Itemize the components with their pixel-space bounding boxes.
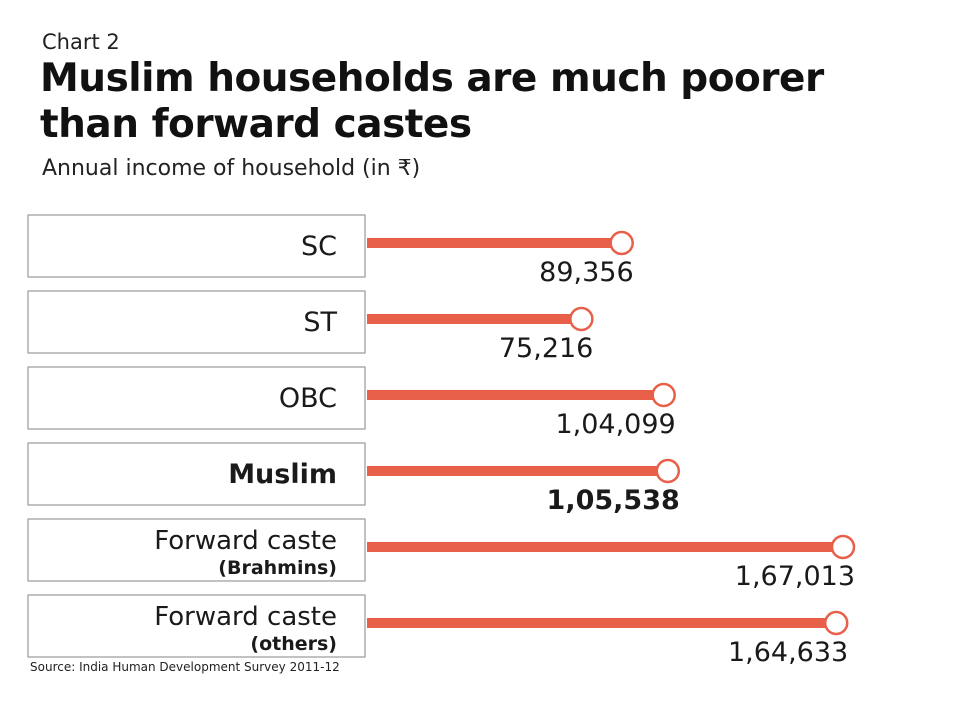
chart-title: Muslim households are much poorer than f… [40,56,824,147]
source-note: Source: India Human Development Survey 2… [30,660,340,674]
category-label: SC [301,231,337,262]
bar-end-marker [655,458,681,484]
category-box [27,366,366,430]
value-label: 1,05,538 [547,485,680,516]
chart-kicker: Chart 2 [42,30,120,54]
category-label: Forward caste [154,602,337,632]
value-label: 75,216 [499,333,593,364]
bar [367,390,664,400]
bar-end-marker [609,230,634,256]
value-label: 1,64,633 [728,637,848,668]
category-sublabel: (others) [250,633,337,655]
bar [367,314,582,324]
bar [367,542,843,552]
bar-end-marker [651,382,676,408]
bar [367,466,668,476]
category-sublabel: (Brahmins) [218,557,337,579]
category-box [27,518,366,582]
category-box [27,214,366,278]
category-label: Muslim [228,459,337,490]
bar-end-marker [569,306,594,332]
category-label: OBC [279,383,337,414]
category-label: Forward caste [154,526,337,556]
bar-end-marker [823,610,849,636]
category-box [27,594,366,658]
bar [367,238,622,248]
bar [367,618,837,628]
bar-end-marker [830,534,856,560]
category-label: ST [303,307,337,338]
value-label: 1,67,013 [735,561,855,592]
value-label: 89,356 [539,257,633,288]
value-label: 1,04,099 [555,409,675,440]
category-box [27,290,366,354]
chart-subtitle: Annual income of household (in ₹) [42,156,421,181]
category-box [27,442,366,506]
